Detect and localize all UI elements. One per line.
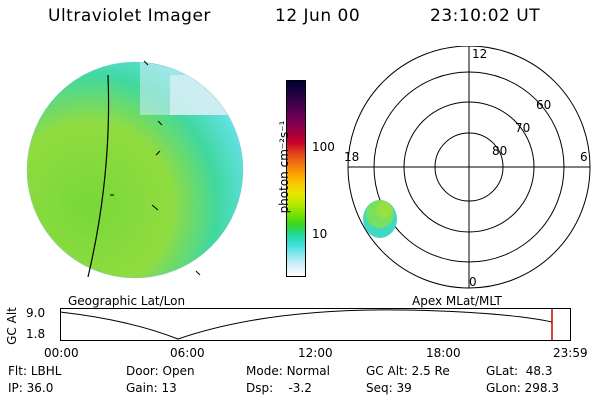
altitude-plot bbox=[60, 308, 571, 341]
terminator-line bbox=[87, 74, 110, 278]
geographic-image bbox=[26, 60, 244, 279]
colorbar-tick-100: 100 bbox=[312, 140, 335, 154]
status-dsp: Dsp: -3.2 bbox=[246, 381, 312, 395]
time-tick-0600: 06:00 bbox=[170, 346, 205, 360]
altitude-axis-title: GC Alt bbox=[5, 307, 19, 345]
colorbar bbox=[286, 80, 306, 277]
mlt-label-0: 0 bbox=[469, 275, 477, 289]
status-flt: Flt: LBHL bbox=[8, 364, 62, 378]
status-door: Door: Open bbox=[126, 364, 195, 378]
lat-label-60: 60 bbox=[536, 98, 551, 112]
instrument-title: Ultraviolet Imager bbox=[48, 6, 211, 26]
caption-geographic: Geographic Lat/Lon bbox=[68, 294, 186, 308]
status-gcalt: GC Alt: 2.5 Re bbox=[366, 364, 450, 378]
mlt-label-12: 12 bbox=[472, 47, 487, 61]
altitude-tick-high: 9.0 bbox=[26, 306, 46, 320]
time-tick-0000: 00:00 bbox=[44, 346, 79, 360]
auroral-blob bbox=[363, 200, 397, 238]
lat-label-70: 70 bbox=[515, 121, 530, 135]
colorbar-unit-label: photon cm⁻²s⁻¹ bbox=[277, 120, 291, 214]
polar-plot: 12 18 6 0 60 70 80 bbox=[344, 46, 591, 289]
date-label: 12 Jun 00 bbox=[275, 6, 361, 26]
lat-label-80: 80 bbox=[492, 144, 507, 158]
altitude-tick-low: 1.8 bbox=[26, 327, 46, 341]
status-gain: Gain: 13 bbox=[126, 381, 177, 395]
earth-limb bbox=[26, 61, 244, 279]
colorbar-tick-10: 10 bbox=[312, 227, 328, 241]
caption-apex: Apex MLat/MLT bbox=[412, 294, 502, 308]
status-glat: GLat: 48.3 bbox=[486, 364, 553, 378]
time-tick-1200: 12:00 bbox=[298, 346, 333, 360]
time-tick-2359: 23:59 bbox=[553, 346, 588, 360]
status-seq: Seq: 39 bbox=[366, 381, 412, 395]
altitude-curve bbox=[60, 309, 553, 340]
status-mode: Mode: Normal bbox=[246, 364, 330, 378]
status-glon: GLon: 298.3 bbox=[486, 381, 559, 395]
time-tick-1800: 18:00 bbox=[426, 346, 461, 360]
mlt-label-18: 18 bbox=[344, 150, 359, 164]
status-ip: IP: 36.0 bbox=[8, 381, 54, 395]
mlt-label-6: 6 bbox=[580, 150, 588, 164]
time-label: 23:10:02 UT bbox=[430, 6, 541, 26]
